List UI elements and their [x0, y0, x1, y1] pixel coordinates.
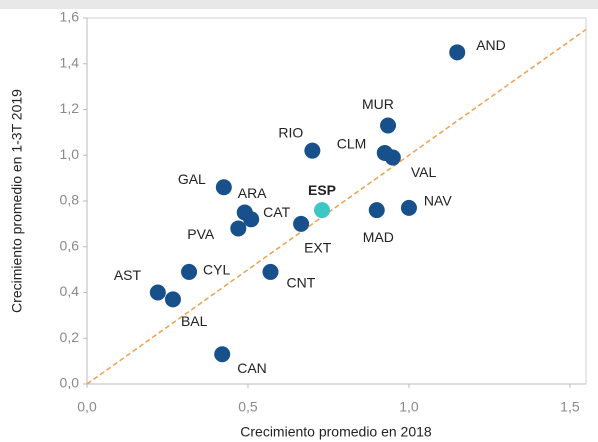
point-label: RIO [278, 124, 303, 140]
point [400, 199, 417, 216]
point-label: AND [476, 37, 506, 53]
point [449, 44, 466, 61]
point [304, 142, 321, 159]
y-tick-label: 1,2 [60, 100, 80, 116]
point [293, 215, 310, 232]
plot-border [86, 17, 587, 385]
point [214, 346, 231, 363]
point [380, 117, 397, 134]
y-tick-label: 1,4 [60, 54, 80, 70]
x-tick-label: 0,5 [238, 399, 258, 415]
y-tick-label: 0,8 [60, 192, 80, 208]
y-tick-label: 0,2 [60, 329, 80, 345]
point-label: MAD [363, 229, 394, 245]
point-label: CAN [237, 360, 267, 376]
y-axis-label: Crecimiento promedio en 1-3T 2019 [9, 89, 25, 313]
point-label: CYL [203, 262, 230, 278]
point-label: CLM [337, 136, 367, 152]
point [243, 211, 260, 228]
point [262, 263, 279, 280]
point [181, 263, 198, 280]
point [230, 220, 247, 237]
y-tick-label: 0,0 [60, 375, 80, 391]
point [384, 149, 401, 166]
point [149, 284, 166, 301]
point-label: ARA [238, 185, 267, 201]
point-label: CNT [287, 275, 316, 291]
y-tick-label: 0,4 [60, 283, 80, 299]
point-label: ESP [308, 182, 336, 198]
diagonal [86, 28, 587, 385]
point-label: AST [114, 267, 142, 283]
y-tick-label: 1,6 [60, 9, 80, 25]
point [314, 202, 331, 219]
point-label: BAL [181, 313, 208, 329]
x-axis-label: Crecimiento promedio en 2018 [240, 424, 432, 440]
point-label: GAL [178, 171, 206, 187]
point-label: PVA [187, 226, 215, 242]
point-label: NAV [424, 193, 452, 209]
point-label: EXT [304, 240, 332, 256]
point-label: CAT [263, 204, 290, 220]
point-label: VAL [411, 164, 437, 180]
x-tick-label: 1,5 [560, 399, 580, 415]
point [215, 179, 232, 196]
x-tick-label: 0,0 [77, 399, 97, 415]
y-tick-label: 0,6 [60, 237, 80, 253]
point [164, 291, 181, 308]
point-label: MUR [362, 96, 394, 112]
y-tick-label: 1,0 [60, 146, 80, 162]
x-tick-label: 1,0 [399, 399, 419, 415]
point [368, 202, 385, 219]
top-band [0, 0, 598, 9]
